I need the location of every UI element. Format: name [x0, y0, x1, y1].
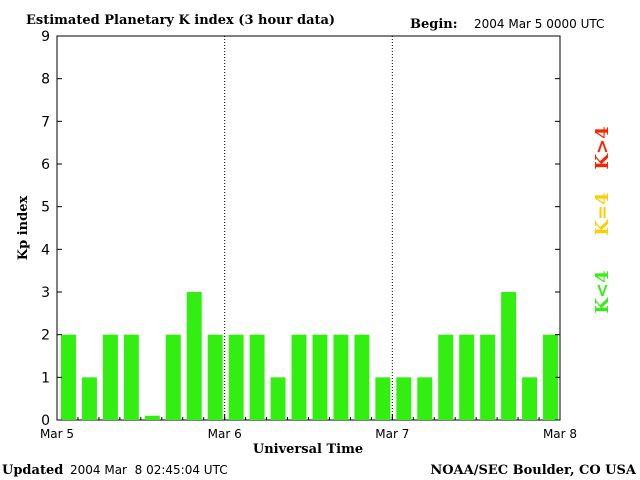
bar-18 — [438, 334, 454, 420]
begin-value: 2004 Mar 5 0000 UTC — [474, 17, 604, 31]
bar-8 — [228, 334, 244, 420]
day-dividers — [224, 36, 393, 420]
x-tick-label-2: Mar 7 — [375, 427, 409, 441]
bar-10 — [270, 377, 286, 420]
bars-group — [61, 292, 558, 420]
y-tick-label-7: 7 — [41, 114, 50, 130]
x-tick-label-1: Mar 6 — [208, 427, 242, 441]
bar-4 — [144, 415, 160, 420]
legend-k-less-4: K<4 — [592, 270, 613, 313]
y-tick-label-8: 8 — [41, 72, 50, 88]
legend: K>4 K=4 K<4 — [592, 126, 613, 313]
bar-0 — [61, 334, 76, 420]
bar-3 — [123, 334, 139, 420]
bar-2 — [102, 334, 118, 420]
x-tick-label-3: Mar 8 — [543, 427, 577, 441]
updated-value: 2004 Mar 8 02:45:04 UTC — [70, 463, 228, 477]
bar-1 — [81, 377, 97, 420]
bar-7 — [207, 334, 223, 420]
bar-17 — [417, 377, 433, 420]
bar-13 — [333, 334, 349, 420]
bar-21 — [501, 292, 517, 420]
y-tick-label-2: 2 — [41, 328, 50, 344]
bar-16 — [396, 377, 412, 420]
bar-23 — [543, 334, 558, 420]
bar-20 — [480, 334, 496, 420]
x-ticks-group: Mar 5 Mar 6 Mar 7 Mar 8 — [40, 414, 577, 441]
x-axis-label: Universal Time — [253, 442, 363, 457]
begin-label: Begin: — [410, 17, 458, 32]
y-tick-label-5: 5 — [41, 200, 50, 216]
chart-title: Estimated Planetary K index (3 hour data… — [26, 13, 335, 28]
legend-k-greater-4: K>4 — [592, 126, 613, 169]
bar-9 — [249, 334, 265, 420]
bar-19 — [459, 334, 475, 420]
y-tick-label-1: 1 — [41, 370, 50, 386]
y-tick-label-6: 6 — [41, 157, 50, 173]
bar-15 — [375, 377, 391, 420]
x-tick-label-0: Mar 5 — [40, 427, 74, 441]
legend-k-equals-4: K=4 — [592, 192, 613, 235]
y-tick-label-3: 3 — [41, 285, 50, 301]
bar-22 — [522, 377, 538, 420]
y-tick-label-4: 4 — [41, 242, 50, 258]
y-tick-label-0: 0 — [41, 413, 50, 429]
y-ticks-group: 0 1 2 3 4 5 6 7 8 9 — [41, 29, 560, 429]
y-axis-label: Kp index — [16, 196, 31, 261]
bar-12 — [312, 334, 328, 420]
y-tick-label-9: 9 — [41, 29, 50, 45]
bar-11 — [291, 334, 307, 420]
updated-label: Updated — [2, 463, 63, 478]
bar-14 — [354, 334, 370, 420]
footer-credit: NOAA/SEC Boulder, CO USA — [430, 463, 637, 478]
bar-6 — [186, 292, 202, 420]
bar-5 — [165, 334, 181, 420]
